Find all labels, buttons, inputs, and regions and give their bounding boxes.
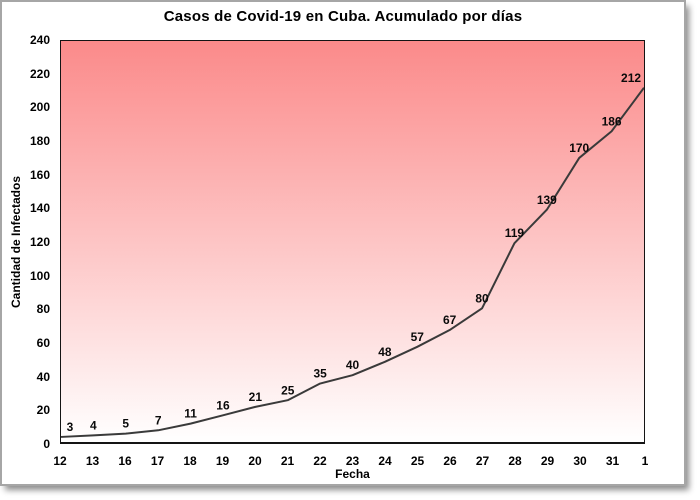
x-tick-label: 29 xyxy=(540,454,555,468)
y-tick-label: 200 xyxy=(29,100,50,115)
x-tick-label: 31 xyxy=(605,454,620,468)
x-tick-label: 28 xyxy=(508,454,522,468)
y-tick-label: 120 xyxy=(29,235,50,249)
data-point-label: 212 xyxy=(621,71,641,85)
y-tick-label: 20 xyxy=(36,403,50,418)
x-tick-label: 1 xyxy=(641,454,649,468)
data-point-label: 16 xyxy=(216,398,230,412)
x-tick-label: 21 xyxy=(280,454,295,468)
y-tick-label: 240 xyxy=(29,33,50,47)
y-tick-label: 220 xyxy=(29,66,50,81)
data-point-label: 5 xyxy=(122,417,129,431)
x-tick-label: 20 xyxy=(248,454,262,468)
x-tick-label: 26 xyxy=(443,454,457,468)
data-point-label: 35 xyxy=(313,367,327,381)
x-tick-label: 13 xyxy=(85,454,100,468)
chart-window: Casos de Covid-19 en Cuba. Acumulado por… xyxy=(0,0,686,486)
y-tick-label: 60 xyxy=(36,336,50,350)
y-tick-label: 160 xyxy=(29,167,50,182)
y-tick-label: 0 xyxy=(43,437,50,451)
x-tick-label: 18 xyxy=(183,454,197,468)
x-tick-label: 24 xyxy=(378,454,392,468)
y-tick-label: 180 xyxy=(29,134,50,148)
data-point-label: 80 xyxy=(475,291,489,305)
data-point-label: 11 xyxy=(184,407,197,421)
data-point-label: 57 xyxy=(411,330,425,344)
y-tick-label: 80 xyxy=(36,302,50,317)
x-axis-title: Fecha xyxy=(335,467,370,481)
series-line xyxy=(61,87,644,438)
data-point-label: 25 xyxy=(281,383,295,397)
x-tick-label: 30 xyxy=(573,454,587,468)
x-tick-label: 12 xyxy=(53,454,67,468)
x-tick-label: 25 xyxy=(410,454,425,468)
x-tick-label: 16 xyxy=(118,454,132,468)
y-tick-label: 100 xyxy=(29,268,50,283)
data-point-label: 170 xyxy=(569,141,589,155)
data-point-label: 48 xyxy=(378,345,392,359)
data-point-label: 67 xyxy=(443,313,457,327)
data-point-label: 21 xyxy=(249,390,263,404)
data-point-label: 186 xyxy=(602,114,622,128)
x-tick-label: 17 xyxy=(150,454,165,468)
y-tick-label: 140 xyxy=(29,201,50,216)
chart-title: Casos de Covid-19 en Cuba. Acumulado por… xyxy=(163,8,523,25)
data-point-label: 119 xyxy=(505,226,525,240)
data-point-label: 7 xyxy=(155,413,162,427)
data-point-label: 40 xyxy=(346,358,360,372)
x-tick-label: 27 xyxy=(475,454,490,468)
data-point-label: 139 xyxy=(537,193,557,207)
y-tick-label: 40 xyxy=(36,369,50,384)
data-point-label: 3 xyxy=(67,420,74,434)
x-tick-label: 19 xyxy=(215,454,230,468)
x-tick-label: 23 xyxy=(345,454,360,468)
plot-area: 3 4 5 7 11 16 21 25 35 40 48 57 67 80 119 139 170 186 212 xyxy=(60,40,645,444)
data-point-label: 4 xyxy=(90,418,97,432)
x-tick-label: 22 xyxy=(313,454,327,468)
